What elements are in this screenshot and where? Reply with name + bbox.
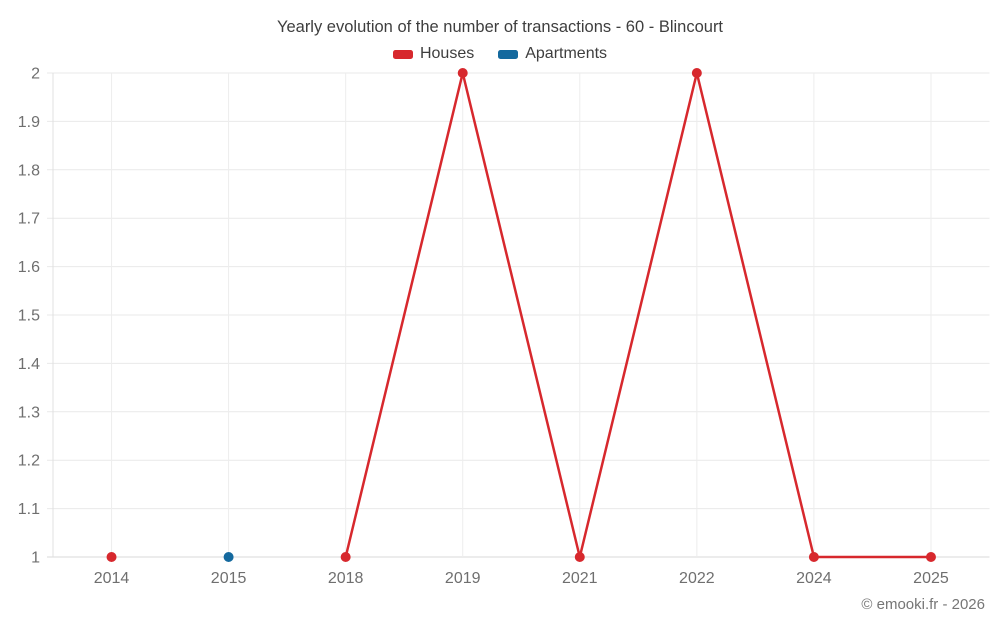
x-axis-tick-label: 2024	[796, 570, 832, 587]
data-point-houses-2024[interactable]	[808, 552, 819, 562]
legend-item-apartments[interactable]: Apartments	[498, 45, 607, 63]
y-axis-tick-label: 2	[31, 66, 40, 83]
data-point-apartments-2015[interactable]	[223, 552, 234, 562]
y-axis-tick-label: 1.7	[18, 211, 40, 228]
x-axis-tick-label: 2025	[913, 570, 949, 587]
data-point-houses-2025[interactable]	[925, 552, 936, 562]
legend-label-houses: Houses	[419, 45, 475, 62]
data-point-houses-2018[interactable]	[340, 552, 351, 562]
legend-swatch-apartments	[498, 49, 519, 59]
y-axis-tick-label: 1	[31, 550, 40, 567]
y-axis-tick-label: 1.5	[18, 308, 40, 325]
data-point-houses-2021[interactable]	[574, 552, 585, 562]
x-axis-tick-label: 2018	[328, 570, 364, 587]
x-axis-tick-label: 2021	[562, 570, 598, 587]
data-point-houses-2019[interactable]	[457, 68, 468, 78]
legend: Houses Apartments	[0, 45, 1000, 63]
y-axis-tick-label: 1.1	[18, 501, 40, 518]
x-axis-tick-label: 2014	[94, 570, 130, 587]
y-axis-tick-label: 1.2	[18, 453, 40, 470]
legend-swatch-houses	[392, 49, 413, 59]
chart-title: Yearly evolution of the number of transa…	[276, 18, 724, 36]
legend-label-apartments: Apartments	[525, 45, 608, 62]
y-axis-tick-label: 1.6	[18, 259, 40, 276]
data-point-houses-2014[interactable]	[106, 552, 117, 562]
y-axis-tick-label: 1.8	[18, 162, 40, 179]
series-line-houses	[344, 71, 933, 559]
y-axis-tick-label: 1.3	[18, 404, 40, 421]
legend-item-houses[interactable]: Houses	[392, 45, 475, 63]
data-point-houses-2022[interactable]	[691, 68, 702, 78]
copyright-text: © emooki.fr - 2026	[861, 596, 985, 613]
x-axis-tick-label: 2015	[211, 570, 247, 587]
x-axis-tick-label: 2022	[679, 570, 715, 587]
x-axis-tick-label: 2019	[445, 570, 481, 587]
y-axis-tick-label: 1.9	[18, 114, 40, 131]
y-axis-tick-label: 1.4	[18, 356, 40, 373]
